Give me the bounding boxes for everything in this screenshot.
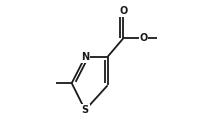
Text: O: O — [119, 6, 127, 17]
Text: N: N — [81, 52, 89, 62]
Text: S: S — [82, 105, 89, 115]
Text: O: O — [139, 33, 147, 43]
